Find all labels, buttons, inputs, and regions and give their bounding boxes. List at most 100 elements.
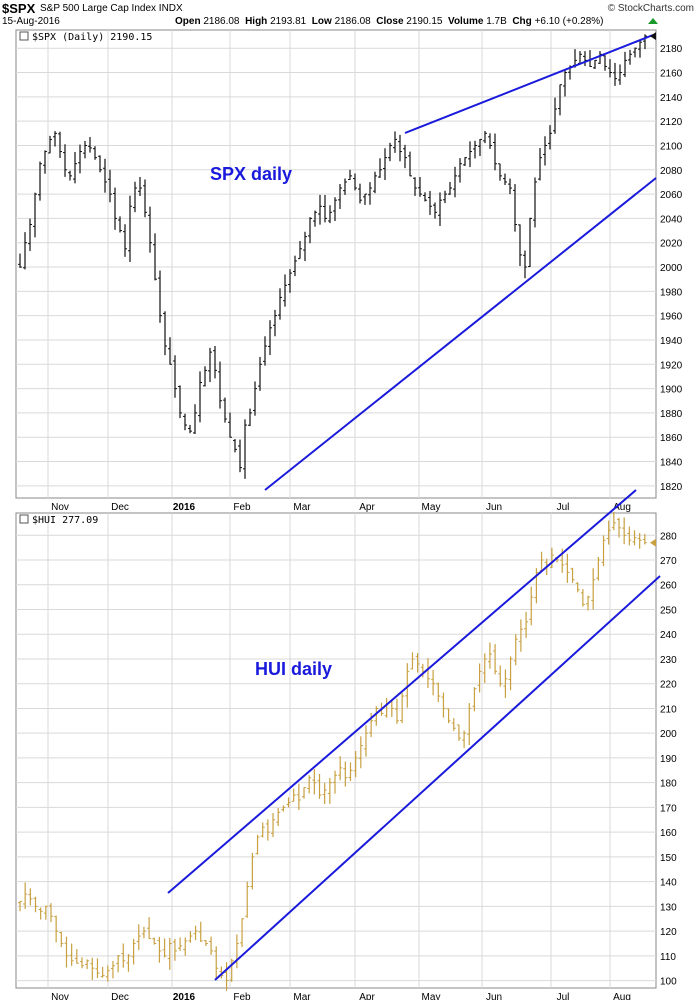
price-bar [317, 773, 322, 799]
price-bar [643, 34, 647, 50]
price-bar [415, 652, 420, 673]
price-bar [623, 51, 627, 78]
y-tick-label: 2020 [660, 239, 683, 250]
price-bar [95, 958, 100, 979]
open-value: 2186.08 [203, 16, 240, 27]
price-bar [456, 724, 461, 741]
x-tick-label: Feb [233, 992, 251, 1000]
price-bar [448, 181, 452, 195]
price-bar [78, 144, 82, 174]
price-bar [580, 589, 585, 607]
close-value: 2190.15 [406, 16, 443, 27]
price-bar [260, 822, 265, 838]
y-tick-label: 200 [660, 729, 677, 740]
price-bar [423, 192, 427, 202]
y-tick-label: 1960 [660, 312, 683, 323]
price-bar [33, 192, 37, 238]
price-bar [219, 966, 224, 979]
price-bar [313, 210, 317, 227]
y-tick-label: 1880 [660, 409, 683, 420]
price-bar [263, 336, 267, 366]
price-bar [276, 808, 281, 826]
price-bar [278, 288, 282, 320]
price-bar [255, 834, 260, 855]
price-bar [637, 533, 642, 549]
price-bar [338, 756, 343, 781]
price-bar [322, 782, 327, 805]
price-bar [116, 955, 121, 973]
price-bar [353, 173, 357, 191]
x-tick-label: Dec [111, 502, 129, 513]
price-bar [183, 413, 187, 431]
y-tick-label: 190 [660, 754, 677, 765]
price-bar [596, 556, 601, 581]
price-bar [73, 152, 77, 184]
price-bar [228, 412, 232, 438]
trendline [214, 575, 661, 981]
volume-label: Volume [448, 16, 484, 27]
price-bar [178, 385, 182, 419]
price-bar [467, 703, 472, 746]
price-bar [303, 231, 307, 262]
x-tick-label: Jun [486, 992, 502, 1000]
price-bar [168, 337, 172, 365]
price-bar [343, 178, 347, 195]
price-bar [606, 520, 611, 545]
price-bar [229, 958, 234, 982]
price-bar [443, 190, 447, 204]
price-bar [487, 642, 492, 669]
price-bar [188, 931, 193, 943]
price-bar [188, 424, 192, 434]
x-tick-label: Mar [293, 502, 311, 513]
price-bar [203, 366, 207, 387]
price-bar [209, 936, 214, 955]
price-bar [358, 736, 363, 769]
price-bar [593, 59, 597, 69]
price-bar [198, 371, 202, 423]
quote-date: 15-Aug-2016 [2, 16, 60, 27]
price-bar [328, 205, 332, 224]
y-tick-label: 2000 [660, 263, 683, 274]
price-bar [483, 131, 487, 144]
high-value: 2193.81 [270, 16, 307, 27]
price-bar [23, 882, 28, 909]
low-label: Low [311, 16, 332, 27]
price-bar [224, 962, 229, 991]
price-bar [312, 769, 317, 795]
x-tick-label: Jul [557, 502, 570, 513]
price-bar [338, 183, 342, 209]
high-label: High [245, 16, 268, 27]
price-bar [88, 137, 92, 153]
price-bar [28, 888, 33, 906]
price-bar [243, 419, 247, 479]
price-bar [498, 163, 502, 181]
price-bar [128, 195, 132, 262]
y-tick-label: 100 [660, 977, 677, 988]
price-bar [394, 698, 399, 724]
price-bar [591, 568, 596, 610]
price-bar [618, 64, 622, 85]
y-tick-label: 2140 [660, 93, 683, 104]
y-tick-label: 2120 [660, 117, 683, 128]
price-bar [74, 949, 79, 964]
price-bar [529, 586, 534, 626]
ohlc-readout: Open 2186.08 High 2193.81 Low 2186.08 Cl… [175, 16, 604, 27]
price-bar [28, 218, 32, 251]
panel-legend-box [19, 31, 29, 41]
price-bar [418, 177, 422, 197]
last-value-marker [650, 538, 656, 547]
price-bar [18, 253, 22, 268]
last-value-marker [650, 32, 656, 41]
panel-legend-box [19, 514, 29, 524]
price-bar [508, 656, 513, 691]
x-tick-label: Mar [293, 992, 311, 1000]
price-bar [627, 526, 632, 546]
price-bar [163, 311, 167, 356]
price-bar [383, 148, 387, 180]
volume-value: 1.7B [486, 16, 507, 27]
open-label: Open [175, 16, 201, 27]
price-bar [183, 937, 188, 956]
price-bar [43, 905, 48, 920]
price-bar [58, 131, 62, 159]
